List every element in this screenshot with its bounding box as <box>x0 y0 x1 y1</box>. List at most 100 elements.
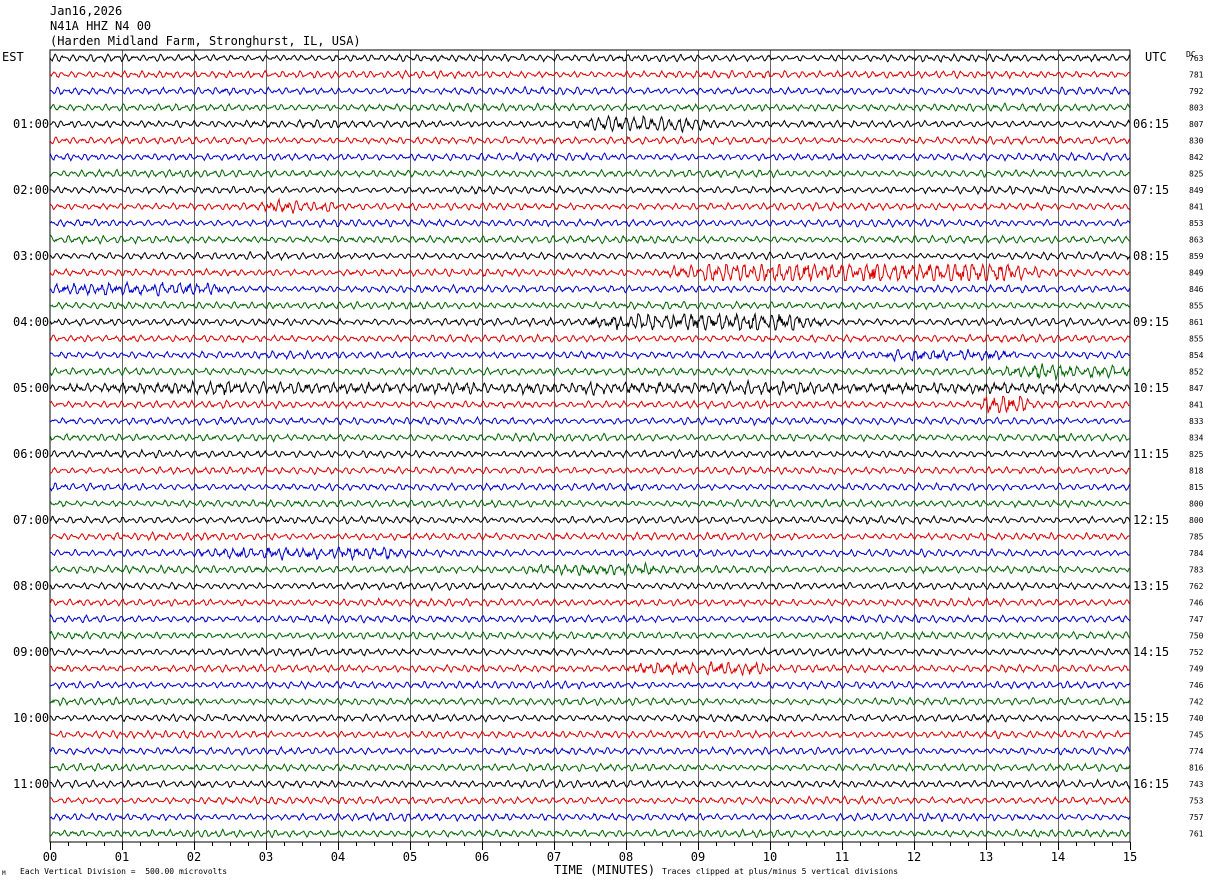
seismic-trace <box>49 312 1131 332</box>
seismic-trace <box>49 581 1131 592</box>
seismic-trace <box>49 184 1131 196</box>
seismic-trace <box>49 514 1131 525</box>
x-tick-label: 06 <box>475 850 489 864</box>
dc-offset-value: 752 <box>1189 648 1204 657</box>
left-hour-label: 05:00 <box>13 381 49 395</box>
seismic-trace <box>49 333 1131 344</box>
dc-offset-value: 825 <box>1189 450 1204 459</box>
seismic-trace <box>49 745 1131 757</box>
dc-offset-value: 740 <box>1189 714 1204 723</box>
right-hour-label: 16:15 <box>1133 777 1169 791</box>
x-tick-label: 15 <box>1123 850 1137 864</box>
left-hour-label: 09:00 <box>13 645 49 659</box>
dc-offset-value: 784 <box>1189 549 1204 558</box>
x-tick-label: 09 <box>691 850 705 864</box>
right-hour-label: 08:15 <box>1133 249 1169 263</box>
seismic-trace <box>49 197 1131 214</box>
x-tick-label: 05 <box>403 850 417 864</box>
left-hour-label: 04:00 <box>13 315 49 329</box>
dc-offset-value: 749 <box>1189 665 1204 674</box>
seismic-trace <box>49 348 1131 363</box>
x-tick-label: 14 <box>1051 850 1065 864</box>
x-tick-label: 04 <box>331 850 345 864</box>
dc-offset-value: 803 <box>1189 104 1204 113</box>
seismic-trace <box>49 250 1131 262</box>
seismic-trace <box>49 795 1131 806</box>
dc-offset-value: 859 <box>1189 252 1204 261</box>
x-tick-label: 12 <box>907 850 921 864</box>
seismic-trace <box>49 151 1131 163</box>
seismic-trace <box>49 101 1131 113</box>
x-tick-label: 03 <box>259 850 273 864</box>
seismic-trace <box>49 280 1131 297</box>
x-tick-label: 07 <box>547 850 561 864</box>
right-hour-label: 07:15 <box>1133 183 1169 197</box>
seismic-trace <box>49 481 1131 492</box>
right-hour-label: 12:15 <box>1133 513 1169 527</box>
right-hour-label: 09:15 <box>1133 315 1169 329</box>
left-hour-label: 10:00 <box>13 711 49 725</box>
scale-note: Each Vertical Division = 500.00 microvol… <box>20 867 228 876</box>
dc-offset-value: 849 <box>1189 269 1204 278</box>
seismic-trace <box>49 378 1131 397</box>
seismic-trace <box>49 762 1131 773</box>
dc-offset-value: 847 <box>1189 384 1204 393</box>
x-tick-label: 08 <box>619 850 633 864</box>
dc-offset-value: 863 <box>1189 236 1204 245</box>
station-location: (Harden Midland Farm, Stronghurst, IL, U… <box>50 34 361 48</box>
right-hour-label: 14:15 <box>1133 645 1169 659</box>
dc-offset-value: 846 <box>1189 285 1204 294</box>
dc-offset-value: 807 <box>1189 120 1204 129</box>
plot-date: Jan16,2026 <box>50 4 123 18</box>
dc-offset-value: 853 <box>1189 219 1204 228</box>
x-tick-label: 01 <box>115 850 129 864</box>
right-hour-label: 10:15 <box>1133 381 1169 395</box>
seismic-trace <box>49 300 1131 311</box>
seismic-trace <box>49 546 1131 562</box>
left-hour-label: 11:00 <box>13 777 49 791</box>
seismic-trace <box>49 415 1131 427</box>
seismic-trace <box>49 85 1131 97</box>
left-hour-label: 02:00 <box>13 183 49 197</box>
seismic-trace <box>49 713 1131 724</box>
dc-offset-value: 774 <box>1189 747 1204 756</box>
station-code: N41A HHZ N4 00 <box>50 19 152 33</box>
seismic-trace <box>49 234 1131 246</box>
dc-offset-value: 841 <box>1189 203 1204 212</box>
left-hour-label: 08:00 <box>13 579 49 593</box>
seismic-trace <box>49 630 1131 641</box>
seismic-trace <box>49 168 1131 179</box>
clip-note: Traces clipped at plus/minus 5 vertical … <box>662 867 899 876</box>
seismic-trace <box>49 396 1130 415</box>
dc-offset-value: 841 <box>1189 401 1204 410</box>
dc-offset-value: 783 <box>1189 566 1204 575</box>
left-hour-label: 06:00 <box>13 447 49 461</box>
seismic-trace <box>49 660 1131 677</box>
seismic-trace <box>49 135 1131 146</box>
dc-offset-value: 750 <box>1189 632 1204 641</box>
x-tick-label: 11 <box>835 850 849 864</box>
dc-offset-value: 833 <box>1189 417 1204 426</box>
seismic-trace <box>49 811 1131 823</box>
dc-offset-value: 830 <box>1189 137 1204 146</box>
left-hour-label: 07:00 <box>13 513 49 527</box>
dc-offset-value: 746 <box>1189 681 1204 690</box>
dc-offset-header: DC <box>1186 50 1196 59</box>
dc-offset-value: 818 <box>1189 467 1204 476</box>
dc-offset-value: 761 <box>1189 830 1204 839</box>
seismic-trace <box>49 596 1131 608</box>
seismic-trace <box>49 432 1131 443</box>
seismic-trace <box>49 262 1131 283</box>
dc-offset-value: 834 <box>1189 434 1204 443</box>
seismic-trace <box>49 561 1131 577</box>
dc-offset-value: 852 <box>1189 368 1204 377</box>
dc-offset-value: 825 <box>1189 170 1204 179</box>
dc-offset-value: 757 <box>1189 813 1204 822</box>
seismic-trace <box>49 363 1131 382</box>
left-timezone-label: EST <box>2 50 24 64</box>
dc-offset-value: 781 <box>1189 71 1204 80</box>
seismic-trace <box>49 465 1131 476</box>
left-hour-label: 03:00 <box>13 249 49 263</box>
seismic-trace <box>49 530 1131 542</box>
